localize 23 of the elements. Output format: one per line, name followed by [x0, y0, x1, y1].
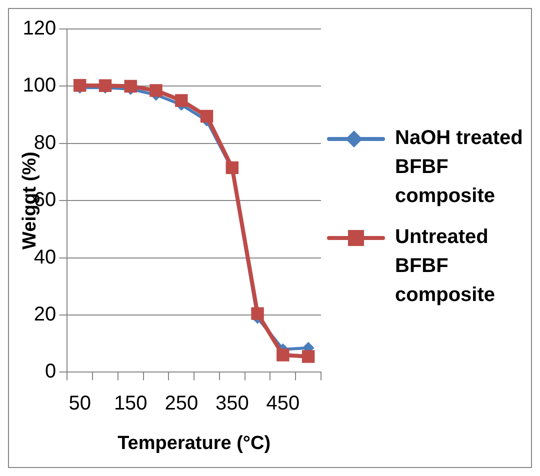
x-tick-label: 50: [68, 392, 91, 415]
y-tick-label: 100: [22, 74, 56, 97]
point: [175, 94, 188, 107]
x-tick-label: 450: [266, 392, 300, 415]
y-tick-label: 80: [34, 132, 56, 154]
point: [276, 348, 290, 362]
point: [124, 80, 137, 93]
legend-label: Untreated BFBF composite: [395, 225, 496, 308]
legend-label: NaOH treated BFBF composite: [395, 126, 524, 209]
y-tick-label: 120: [22, 18, 56, 40]
point: [98, 79, 112, 92]
x-tick-label: 350: [215, 392, 249, 415]
point: [73, 78, 86, 92]
point: [302, 350, 315, 363]
point: [200, 110, 214, 123]
point: [150, 84, 162, 97]
x-axis-title: Temperature (°C): [118, 432, 271, 454]
x-tick-label: 150: [114, 392, 148, 415]
x-tick-label: 250: [164, 392, 198, 415]
point: [251, 307, 264, 320]
y-tick-label: 40: [34, 246, 56, 268]
y-tick-label: 20: [34, 304, 56, 326]
y-tick-label: 0: [45, 360, 56, 383]
